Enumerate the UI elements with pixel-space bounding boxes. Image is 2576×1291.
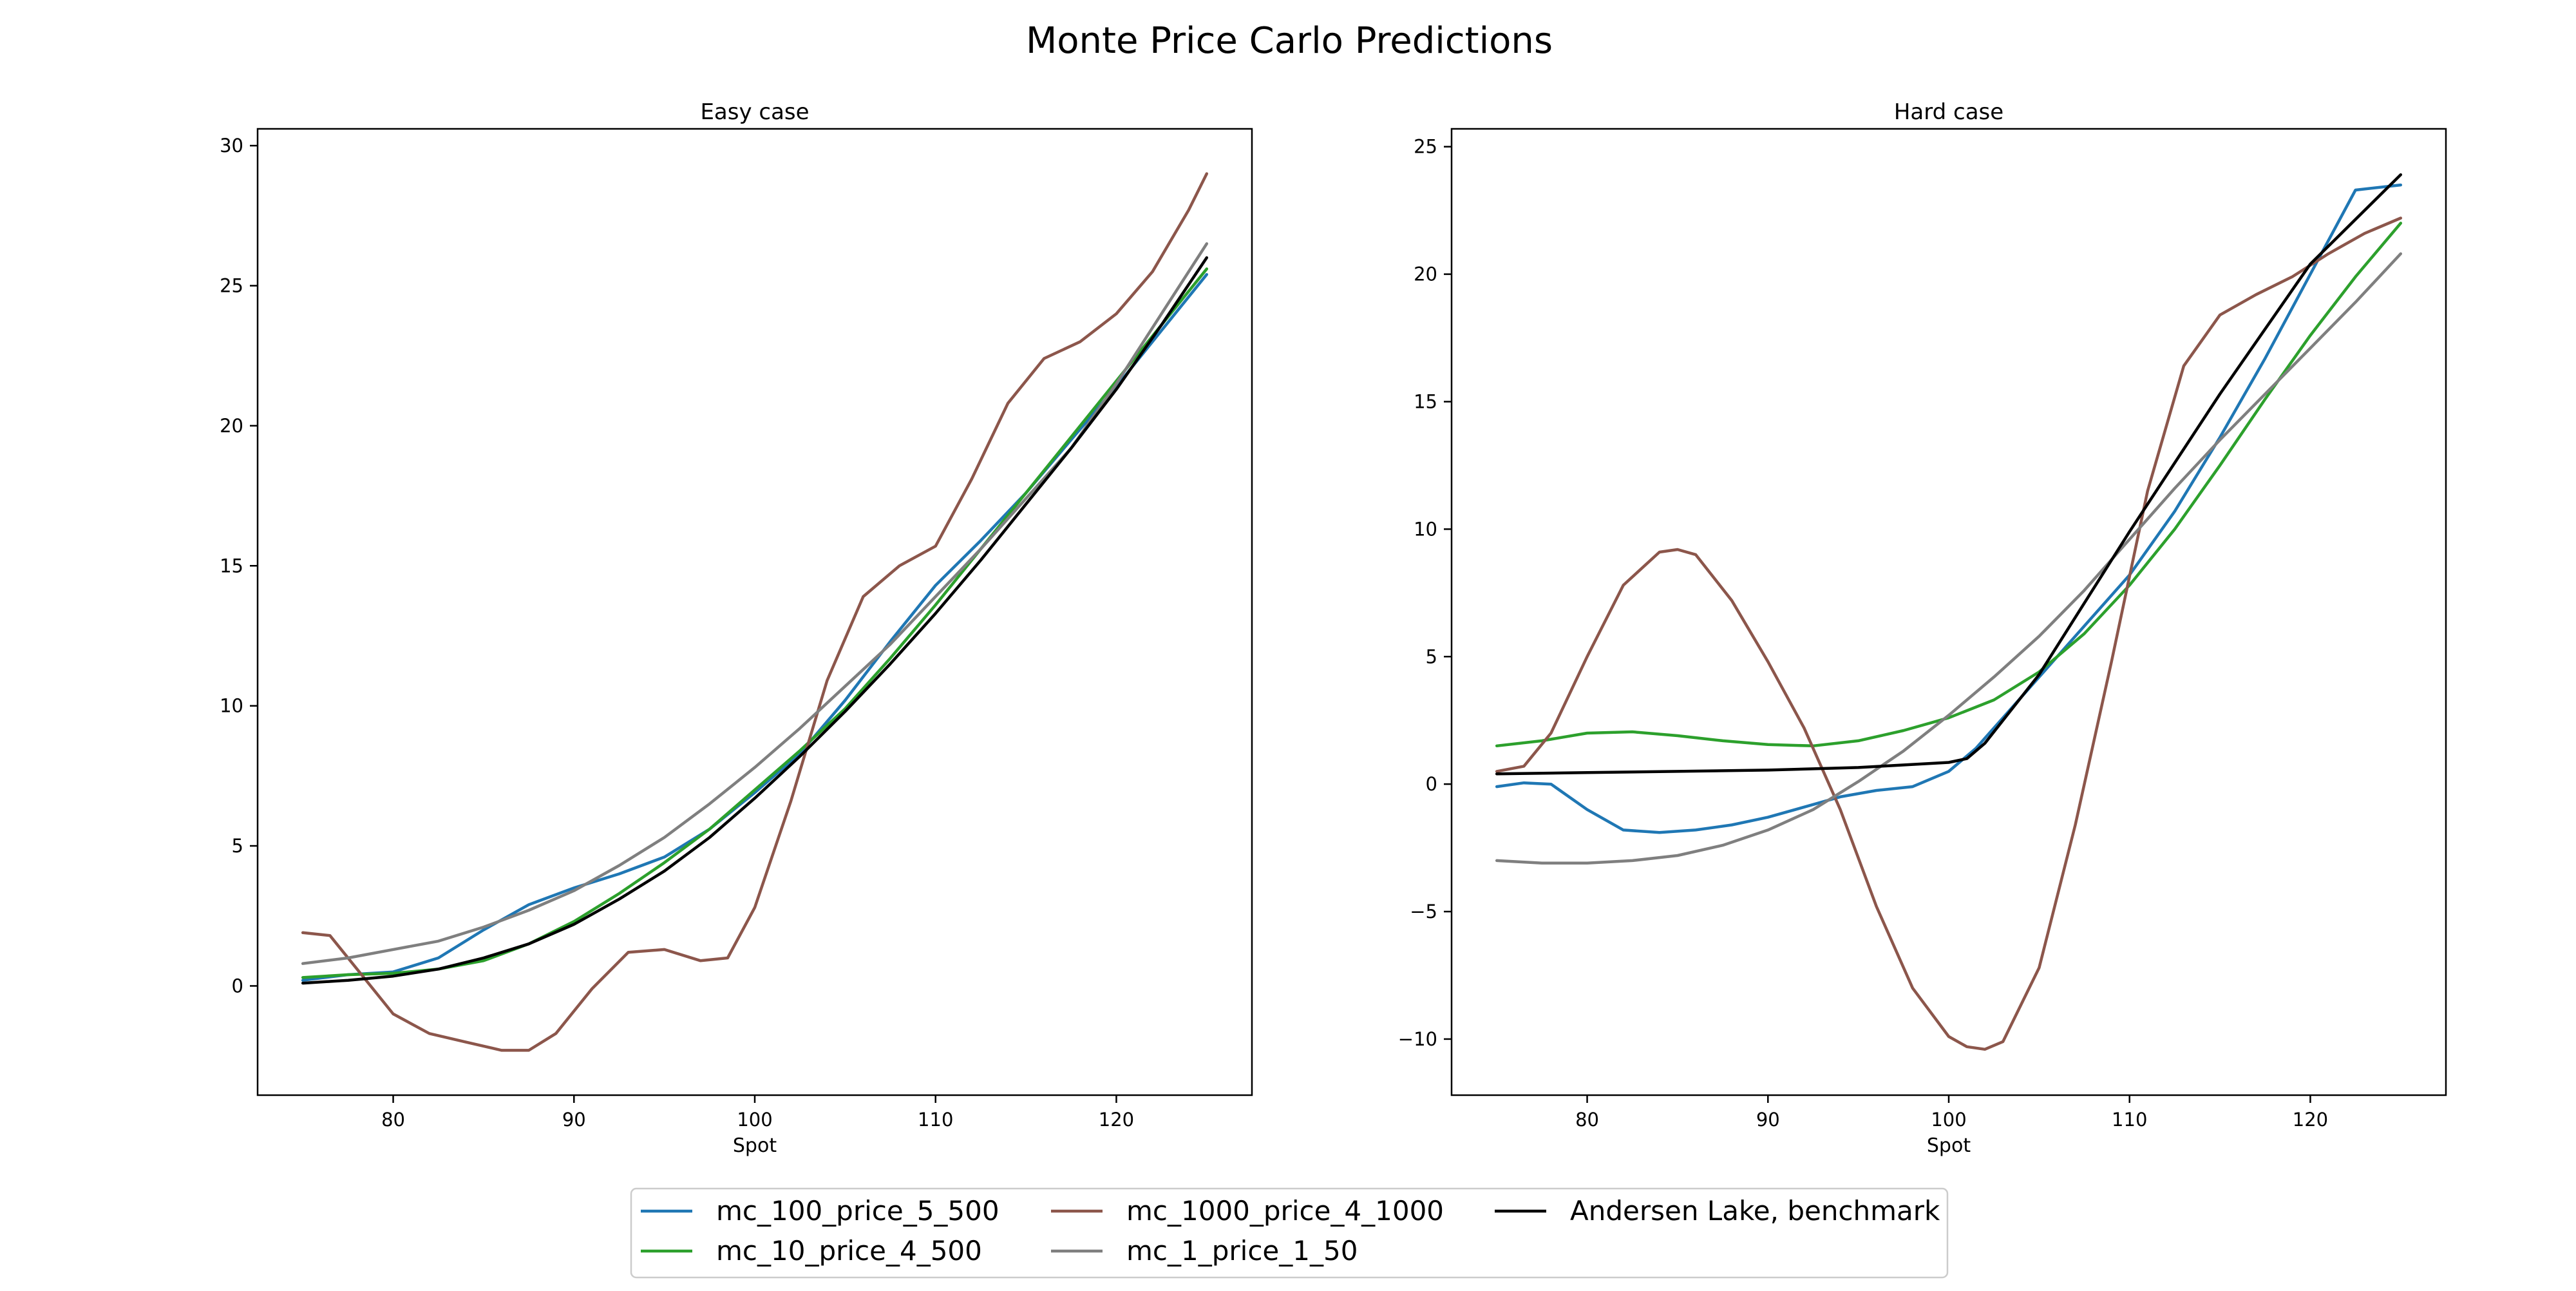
series-line-mc-100-price-5-500 [1495,183,2403,834]
series-line-mc-1-price-1-50 [1495,252,2403,865]
y-tick-label: −10 [1398,1028,1437,1050]
y-tick-label: −5 [1410,901,1437,923]
easy-case-plot: 80 90 100 110 120 0 5 10 15 20 25 30 Easy case Spot [220,99,1253,1157]
legend-entry: Andersen Lake, benchmark [1495,1195,1940,1227]
y-tick-label: 15 [220,555,243,577]
series-line-andersen-lake-benchmark [301,256,1209,985]
y-tick-label: 10 [220,695,243,717]
x-tick-label: 90 [562,1109,586,1131]
x-tick-label: 120 [1099,1109,1134,1131]
axes-frame [256,128,1253,1096]
x-tick-label: 100 [737,1109,772,1131]
x-axis-label: Spot [1927,1134,1971,1157]
legend-entry: mc_1_price_1_50 [1051,1235,1358,1267]
x-axis-label: Spot [733,1134,777,1157]
y-tick-label: 10 [1414,518,1437,540]
y-tick-label: 5 [1426,646,1437,667]
legend-frame [630,1187,1949,1279]
y-tick-label: 25 [220,274,243,296]
y-tick-label: 25 [1414,136,1437,158]
legend-label: mc_1_price_1_50 [1126,1235,1358,1267]
legend-entry: mc_100_price_5_500 [641,1195,999,1227]
legend-label: mc_1000_price_4_1000 [1126,1195,1444,1227]
x-tick-label: 80 [381,1109,405,1131]
y-tick-label: 0 [1426,773,1437,795]
legend-entry: mc_10_price_4_500 [641,1235,982,1267]
y-tick-label: 15 [1414,390,1437,412]
legend: mc_100_price_5_500 mc_10_price_4_500 mc_… [630,1187,1949,1279]
series-line-mc-100-price-5-500 [301,273,1209,982]
series-line-mc-1000-price-4-1000 [1495,216,2403,1051]
y-tick-label: 20 [220,415,243,437]
legend-label: mc_100_price_5_500 [716,1195,999,1227]
subplot-title: Hard case [1894,99,2003,125]
y-tick-label: 30 [220,135,243,157]
legend-label: mc_10_price_4_500 [716,1235,982,1267]
series-line-mc-10-price-4-500 [301,267,1209,979]
series-group [1495,173,2403,1051]
subplot-title: Easy case [700,99,809,125]
x-tick-label: 110 [2112,1109,2147,1131]
figure-title: Monte Price Carlo Predictions [1026,20,1553,62]
hard-case-plot: 80 90 100 110 120 −10 −5 0 5 10 15 20 25 Hard case Spo… [1398,99,2447,1157]
x-tick-label: 80 [1575,1109,1599,1131]
series-line-mc-1000-price-4-1000 [301,172,1209,1052]
series-line-andersen-lake-benchmark [1495,173,2403,776]
legend-label: Andersen Lake, benchmark [1570,1195,1940,1227]
x-tick-label: 100 [1931,1109,1966,1131]
x-tick-label: 110 [918,1109,953,1131]
series-group [301,172,1209,1052]
y-tick-label: 20 [1414,263,1437,285]
x-tick-label: 120 [2293,1109,2328,1131]
x-tick-label: 90 [1756,1109,1780,1131]
legend-entry: mc_1000_price_4_1000 [1051,1195,1444,1227]
series-line-mc-1-price-1-50 [301,242,1209,965]
y-tick-label: 0 [232,975,243,997]
series-line-mc-10-price-4-500 [1495,222,2403,748]
y-tick-label: 5 [232,835,243,857]
